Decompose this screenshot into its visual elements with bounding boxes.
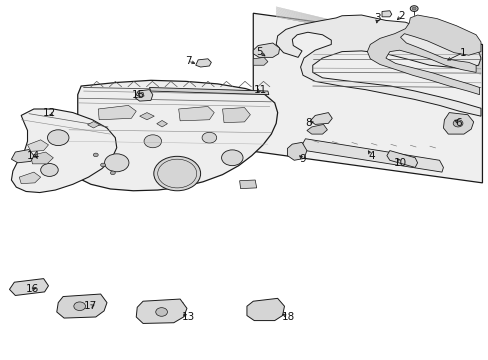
Circle shape (452, 120, 462, 127)
Text: 16: 16 (26, 284, 39, 294)
Circle shape (409, 6, 417, 12)
Polygon shape (246, 298, 284, 320)
Polygon shape (11, 109, 117, 193)
Text: 13: 13 (182, 312, 195, 322)
Text: 17: 17 (84, 301, 97, 311)
Polygon shape (287, 142, 306, 160)
Text: 18: 18 (281, 312, 294, 322)
Text: 7: 7 (184, 56, 191, 66)
Circle shape (156, 308, 167, 316)
Circle shape (104, 154, 129, 172)
Polygon shape (9, 279, 48, 296)
Polygon shape (239, 180, 256, 189)
Circle shape (101, 163, 105, 167)
Text: 11: 11 (253, 85, 266, 95)
Text: 1: 1 (459, 48, 466, 58)
Polygon shape (138, 93, 144, 96)
Polygon shape (157, 121, 167, 127)
Polygon shape (87, 122, 100, 128)
Text: 9: 9 (299, 154, 305, 164)
Circle shape (221, 150, 243, 166)
Polygon shape (63, 80, 277, 191)
Text: 8: 8 (305, 118, 311, 128)
Polygon shape (135, 90, 153, 101)
Polygon shape (195, 59, 211, 67)
Polygon shape (253, 57, 267, 65)
Polygon shape (310, 113, 331, 125)
Text: 4: 4 (367, 150, 374, 161)
Polygon shape (136, 299, 186, 323)
Text: 2: 2 (397, 11, 404, 21)
Circle shape (41, 163, 58, 176)
Polygon shape (27, 140, 48, 151)
Polygon shape (19, 172, 41, 184)
Polygon shape (57, 294, 107, 318)
Circle shape (47, 130, 69, 145)
Polygon shape (253, 13, 482, 183)
Polygon shape (276, 15, 480, 116)
Polygon shape (31, 152, 53, 164)
Polygon shape (11, 149, 34, 163)
Circle shape (411, 7, 415, 10)
Polygon shape (222, 108, 250, 123)
Text: 14: 14 (27, 150, 41, 161)
Text: 10: 10 (393, 158, 407, 168)
Polygon shape (178, 107, 214, 121)
Polygon shape (98, 105, 136, 120)
Polygon shape (253, 43, 279, 57)
Circle shape (74, 302, 85, 311)
Text: 12: 12 (43, 108, 56, 118)
Circle shape (202, 132, 216, 143)
Polygon shape (366, 15, 480, 95)
Polygon shape (302, 139, 443, 172)
Circle shape (93, 153, 98, 157)
Circle shape (154, 156, 200, 191)
Circle shape (144, 135, 161, 148)
Polygon shape (306, 125, 327, 134)
Text: 15: 15 (131, 90, 144, 100)
Circle shape (110, 171, 115, 175)
Polygon shape (140, 113, 154, 120)
Polygon shape (386, 150, 417, 167)
Polygon shape (381, 11, 391, 17)
Polygon shape (149, 87, 268, 95)
Text: 5: 5 (255, 46, 262, 57)
Text: 6: 6 (455, 118, 462, 128)
Text: 3: 3 (373, 13, 380, 23)
Polygon shape (443, 113, 473, 134)
